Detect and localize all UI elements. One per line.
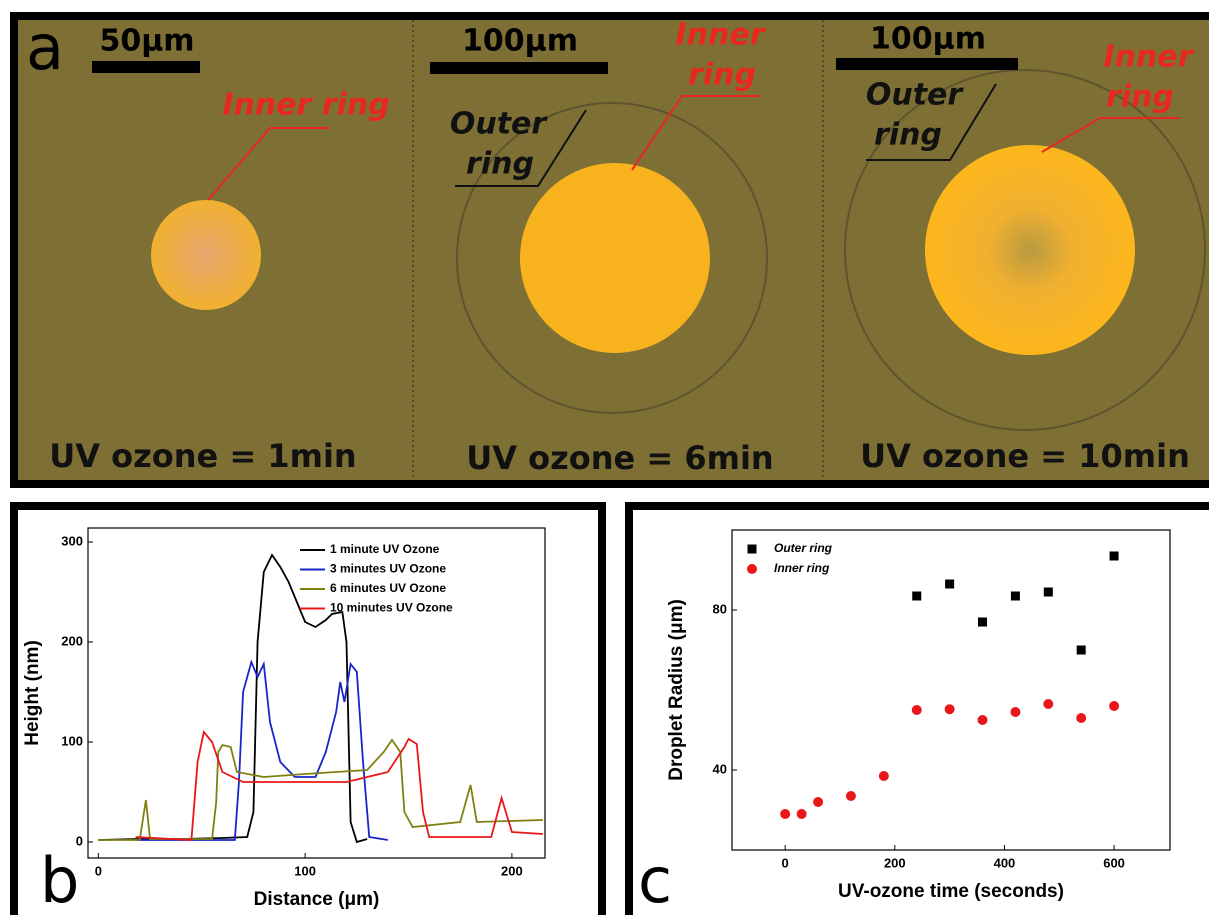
marker: [945, 580, 954, 589]
x-tick-label: 400: [994, 855, 1016, 870]
marker: [1044, 588, 1053, 597]
scale-label: 50μm: [99, 24, 194, 59]
caption: UV ozone = 1min: [49, 437, 356, 475]
marker: [780, 809, 790, 819]
marker: [1011, 592, 1020, 601]
outer-label: Outer: [866, 78, 965, 113]
marker: [1010, 707, 1020, 717]
legend-swatch: [748, 545, 757, 554]
outer-label: ring: [466, 147, 534, 182]
caption: UV ozone = 6min: [466, 439, 773, 477]
x-axis-label: Distance (μm): [254, 889, 380, 910]
x-tick-label: 600: [1103, 855, 1125, 870]
marker: [945, 704, 955, 714]
marker: [1110, 552, 1119, 561]
figure: a 50μm 100μm 100μm Inner ring Inner ring…: [0, 0, 1209, 915]
inner-label: Inner ring: [222, 88, 389, 123]
panel-label: b: [40, 844, 79, 915]
scale-bar: [430, 62, 608, 74]
panel-label: a: [26, 11, 64, 84]
inner-label: Inner: [675, 18, 766, 53]
marker: [813, 797, 823, 807]
x-tick-label: 100: [294, 863, 316, 878]
marker: [978, 715, 988, 725]
droplet: [151, 200, 261, 310]
scale-label: 100μm: [870, 22, 986, 57]
droplet: [520, 163, 710, 353]
marker: [912, 592, 921, 601]
marker: [978, 618, 987, 627]
legend-label: 10 minutes UV Ozone: [330, 601, 453, 615]
legend-label: Outer ring: [774, 541, 833, 555]
inner-label: ring: [1106, 80, 1174, 115]
y-tick-label: 300: [61, 533, 83, 548]
marker: [879, 771, 889, 781]
outer-label: Outer: [450, 107, 549, 142]
marker: [797, 809, 807, 819]
panel-label: c: [638, 844, 672, 915]
inner-label: Inner: [1103, 40, 1194, 75]
droplet: [925, 145, 1135, 355]
y-tick-label: 40: [713, 761, 727, 776]
scale-label: 100μm: [462, 24, 578, 59]
y-axis-label: Height (nm): [22, 640, 43, 746]
caption: UV ozone = 10min: [860, 437, 1190, 475]
y-tick-label: 200: [61, 633, 83, 648]
marker: [1076, 713, 1086, 723]
marker: [1043, 699, 1053, 709]
legend-swatch: [747, 564, 757, 574]
scale-bar: [92, 61, 200, 73]
x-tick-label: 200: [501, 863, 523, 878]
marker: [1077, 646, 1086, 655]
outer-label: ring: [874, 118, 942, 153]
y-axis-label: Droplet Radius (μm): [666, 599, 687, 781]
chart-panel: [14, 506, 602, 915]
x-tick-label: 200: [884, 855, 906, 870]
x-tick-label: 0: [95, 863, 102, 878]
scale-bar: [836, 58, 1018, 70]
legend-label: 3 minutes UV Ozone: [330, 562, 446, 576]
y-tick-label: 0: [76, 833, 83, 848]
marker: [1109, 701, 1119, 711]
x-tick-label: 0: [782, 855, 789, 870]
legend-label: 6 minutes UV Ozone: [330, 581, 446, 595]
inner-label: ring: [688, 58, 756, 93]
marker: [912, 705, 922, 715]
marker: [846, 791, 856, 801]
y-tick-label: 80: [713, 601, 727, 616]
y-tick-label: 100: [61, 733, 83, 748]
x-axis-label: UV-ozone time (seconds): [838, 881, 1064, 902]
legend-label: 1 minute UV Ozone: [330, 542, 440, 556]
legend-label: Inner ring: [774, 561, 830, 575]
